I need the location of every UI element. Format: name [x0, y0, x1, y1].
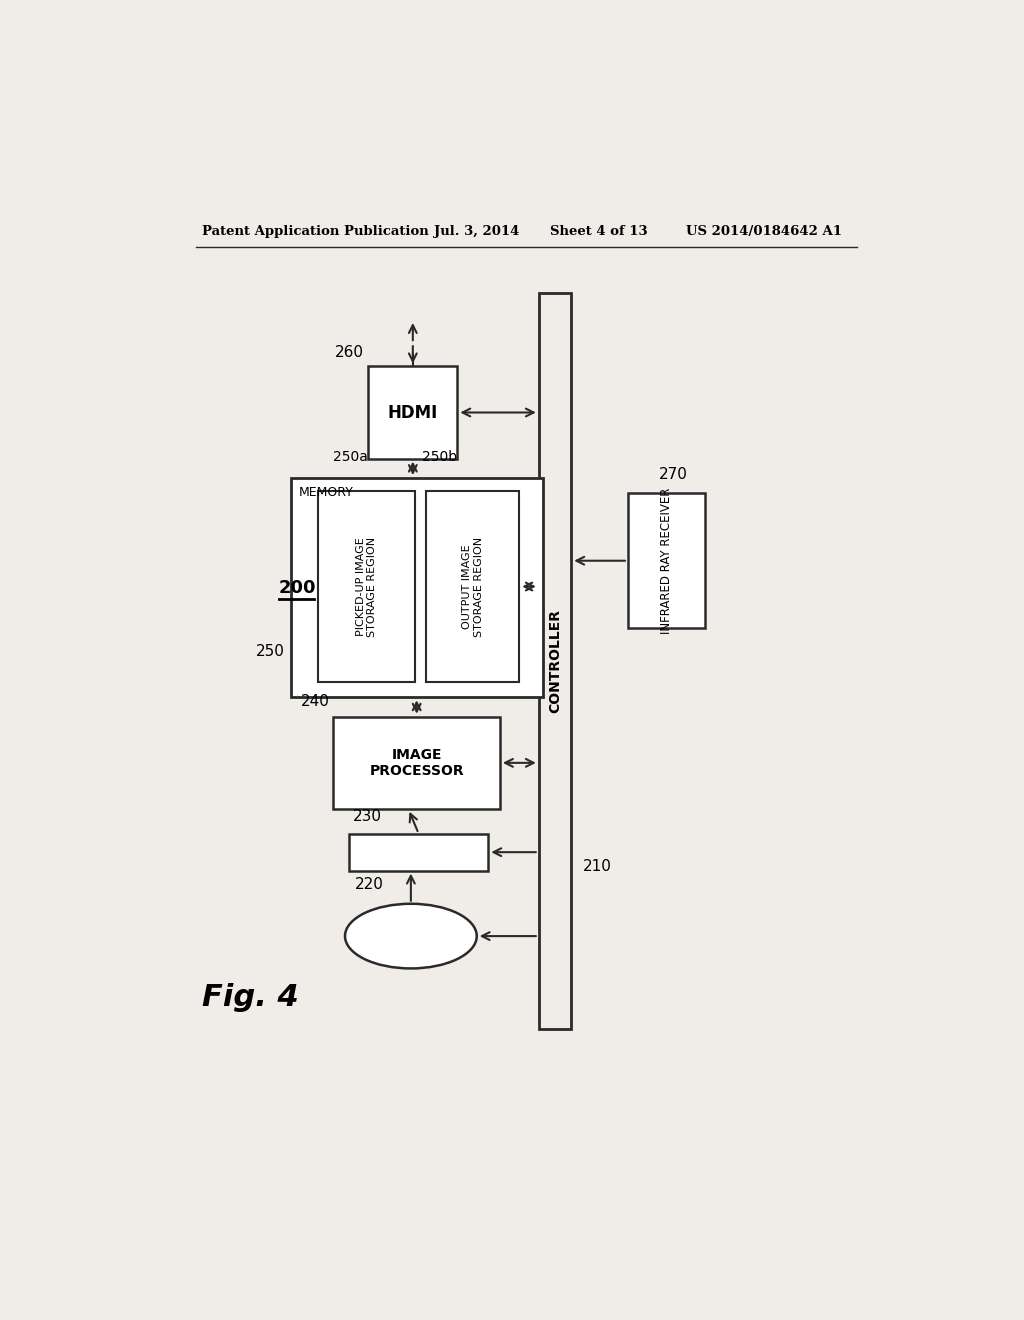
Text: Patent Application Publication: Patent Application Publication — [202, 224, 428, 238]
Text: US 2014/0184642 A1: US 2014/0184642 A1 — [686, 224, 842, 238]
Bar — [628, 494, 706, 628]
Text: 200: 200 — [280, 579, 316, 598]
Text: 250a: 250a — [334, 450, 369, 465]
Text: OUTPUT IMAGE
STORAGE REGION: OUTPUT IMAGE STORAGE REGION — [462, 536, 483, 636]
Text: 220: 220 — [355, 878, 384, 892]
Text: CONTROLLER: CONTROLLER — [548, 609, 562, 713]
Text: INFRARED RAY RECEIVER: INFRARED RAY RECEIVER — [660, 487, 673, 634]
Text: 240: 240 — [301, 694, 330, 709]
Bar — [426, 491, 519, 682]
Bar — [349, 834, 488, 871]
Text: 270: 270 — [658, 467, 688, 482]
Text: IMAGE
PROCESSOR: IMAGE PROCESSOR — [370, 747, 464, 777]
Text: Fig. 4: Fig. 4 — [202, 983, 298, 1012]
Text: Jul. 3, 2014: Jul. 3, 2014 — [434, 224, 519, 238]
Text: 250b: 250b — [422, 450, 457, 465]
Bar — [291, 478, 543, 697]
Text: 230: 230 — [352, 809, 382, 825]
Text: MEMORY: MEMORY — [299, 486, 353, 499]
Bar — [539, 293, 571, 1028]
Bar — [317, 491, 415, 682]
Text: Sheet 4 of 13: Sheet 4 of 13 — [550, 224, 648, 238]
Text: 210: 210 — [583, 859, 611, 874]
Text: HDMI: HDMI — [388, 404, 438, 421]
Text: PICKED-UP IMAGE
STORAGE REGION: PICKED-UP IMAGE STORAGE REGION — [355, 536, 377, 636]
Text: 250: 250 — [256, 644, 285, 659]
Bar — [369, 367, 458, 459]
Text: 260: 260 — [336, 345, 365, 360]
Bar — [334, 717, 500, 809]
Ellipse shape — [345, 904, 477, 969]
